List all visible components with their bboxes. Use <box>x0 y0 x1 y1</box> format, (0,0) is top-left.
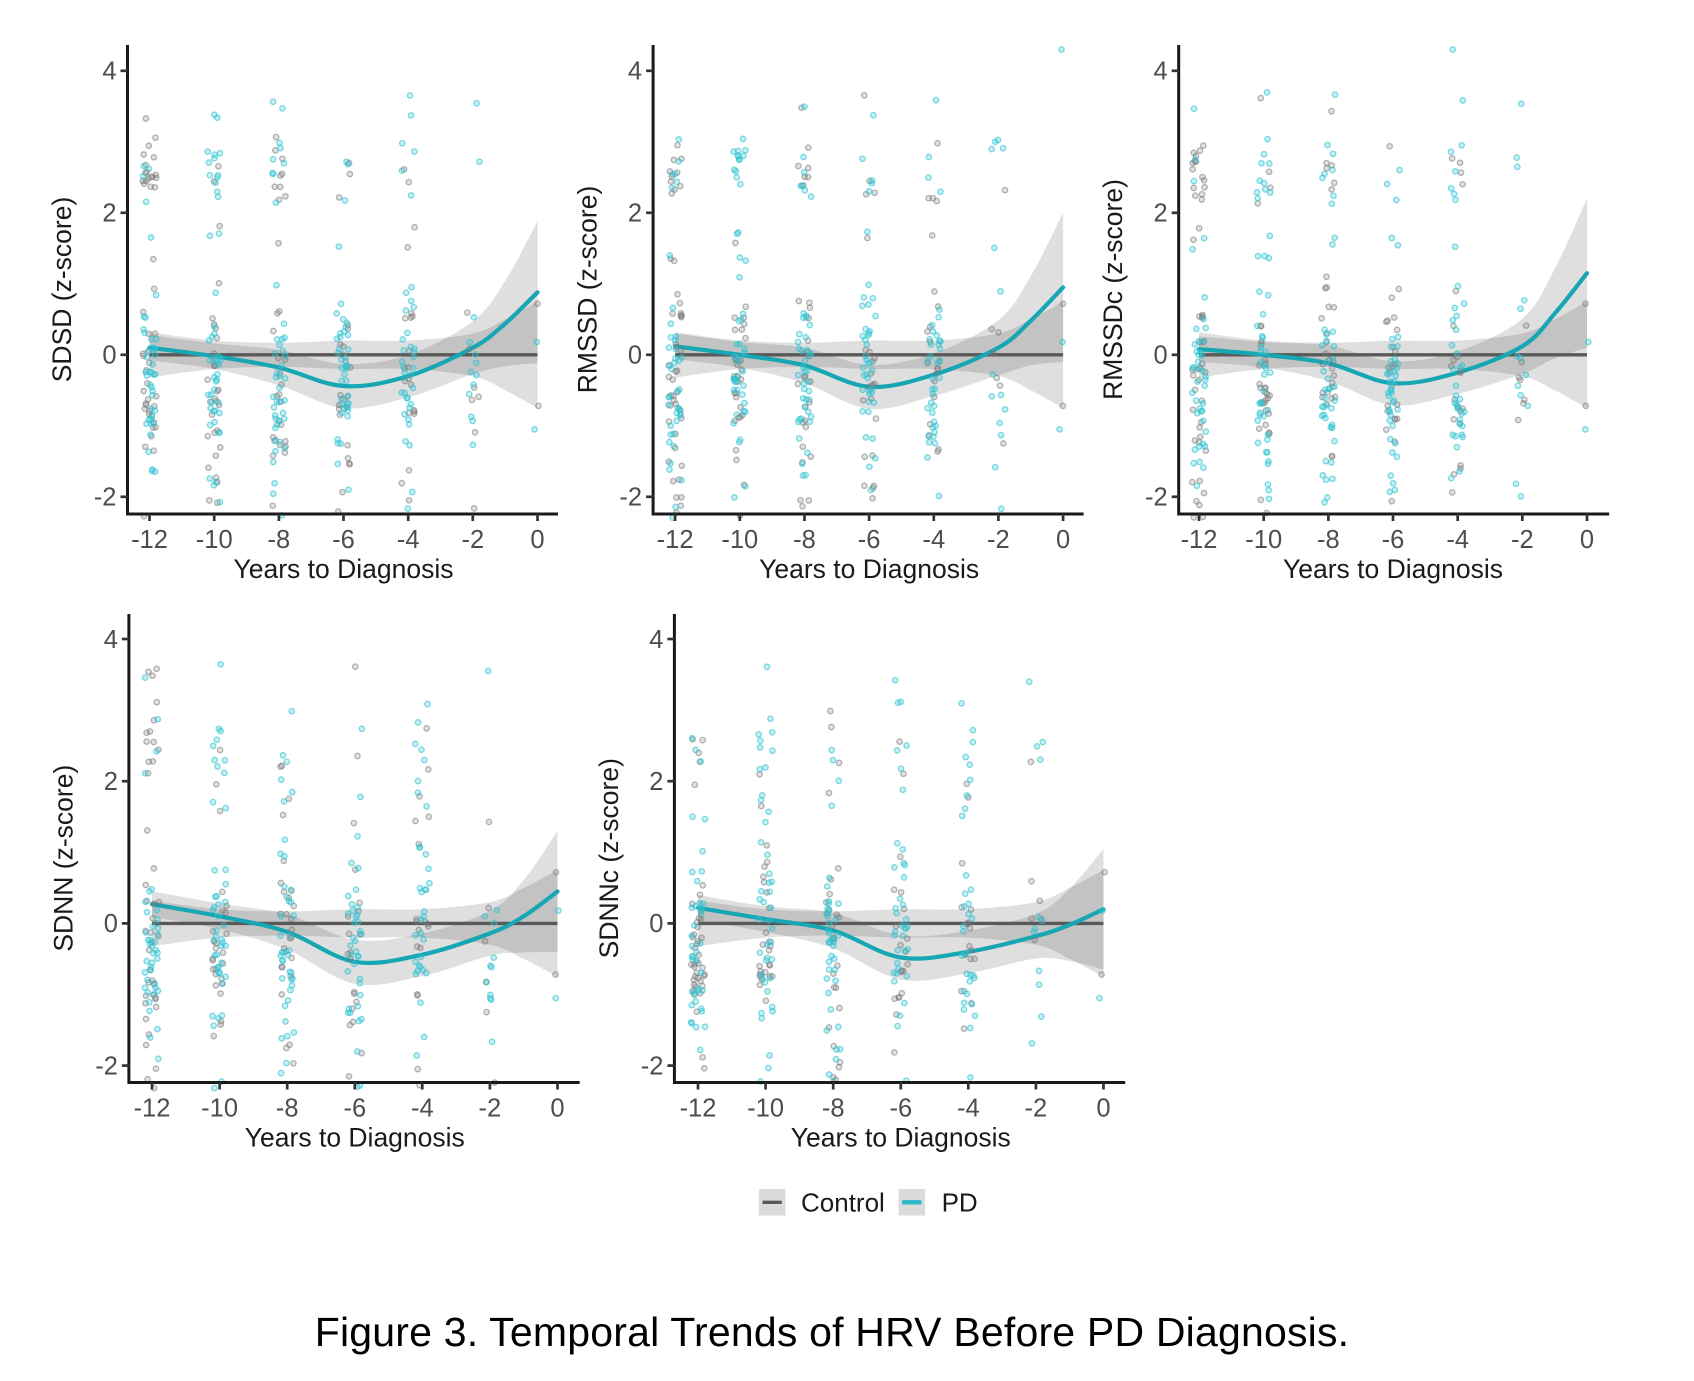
svg-text:0: 0 <box>628 342 642 370</box>
svg-text:-8: -8 <box>1317 526 1340 554</box>
svg-text:-12: -12 <box>1181 526 1218 554</box>
svg-text:-10: -10 <box>721 526 758 554</box>
svg-text:RMSSD (z-score): RMSSD (z-score) <box>573 186 603 394</box>
svg-text:-6: -6 <box>889 1095 912 1123</box>
svg-text:-6: -6 <box>858 526 881 554</box>
svg-text:-2: -2 <box>461 526 484 554</box>
svg-text:-10: -10 <box>1245 526 1282 554</box>
svg-text:-8: -8 <box>793 526 816 554</box>
svg-text:2: 2 <box>104 768 118 796</box>
svg-text:-2: -2 <box>987 526 1010 554</box>
svg-text:Years to Diagnosis: Years to Diagnosis <box>234 554 454 584</box>
svg-text:PD: PD <box>942 1188 978 1218</box>
svg-text:-4: -4 <box>922 526 945 554</box>
svg-text:-10: -10 <box>196 526 233 554</box>
svg-text:-4: -4 <box>411 1095 434 1123</box>
svg-text:2: 2 <box>649 768 663 796</box>
svg-text:2: 2 <box>1154 200 1168 228</box>
svg-text:Years to Diagnosis: Years to Diagnosis <box>245 1123 465 1153</box>
svg-text:0: 0 <box>649 910 663 938</box>
svg-text:-8: -8 <box>822 1095 845 1123</box>
svg-text:0: 0 <box>102 342 116 370</box>
svg-text:0: 0 <box>550 1095 564 1123</box>
svg-text:SDNN (z-score): SDNN (z-score) <box>48 765 78 952</box>
svg-text:SDSD (z-score): SDSD (z-score) <box>47 197 77 383</box>
svg-text:-10: -10 <box>201 1095 238 1123</box>
svg-text:4: 4 <box>649 626 663 654</box>
svg-text:4: 4 <box>1154 58 1168 86</box>
svg-text:-6: -6 <box>332 526 355 554</box>
svg-text:Years to Diagnosis: Years to Diagnosis <box>791 1123 1011 1153</box>
svg-text:-4: -4 <box>957 1095 980 1123</box>
svg-text:-2: -2 <box>619 484 642 512</box>
svg-text:-6: -6 <box>1382 526 1405 554</box>
svg-text:0: 0 <box>1154 342 1168 370</box>
svg-text:Years to Diagnosis: Years to Diagnosis <box>759 554 979 584</box>
svg-text:0: 0 <box>104 910 118 938</box>
svg-text:-6: -6 <box>343 1095 366 1123</box>
svg-text:2: 2 <box>102 200 116 228</box>
svg-text:-2: -2 <box>1511 526 1534 554</box>
svg-text:-8: -8 <box>268 526 291 554</box>
svg-text:-12: -12 <box>131 526 168 554</box>
svg-text:4: 4 <box>104 626 118 654</box>
svg-text:0: 0 <box>1056 526 1070 554</box>
svg-text:-4: -4 <box>1446 526 1469 554</box>
svg-text:0: 0 <box>1580 526 1594 554</box>
svg-text:-10: -10 <box>747 1095 784 1123</box>
svg-text:-4: -4 <box>397 526 420 554</box>
svg-text:Control: Control <box>801 1188 885 1218</box>
svg-text:-2: -2 <box>641 1052 664 1080</box>
svg-text:0: 0 <box>1096 1095 1110 1123</box>
svg-text:-12: -12 <box>134 1095 171 1123</box>
svg-text:-2: -2 <box>95 1052 118 1080</box>
svg-text:-2: -2 <box>479 1095 502 1123</box>
svg-text:-12: -12 <box>680 1095 717 1123</box>
svg-text:Years to Diagnosis: Years to Diagnosis <box>1283 554 1503 584</box>
svg-text:-2: -2 <box>1145 484 1168 512</box>
svg-text:SDNNc (z-score): SDNNc (z-score) <box>594 758 624 958</box>
svg-text:RMSSDc (z-score): RMSSDc (z-score) <box>1098 179 1128 400</box>
svg-text:-8: -8 <box>276 1095 299 1123</box>
svg-text:2: 2 <box>628 200 642 228</box>
svg-text:Figure 3. Temporal Trends of H: Figure 3. Temporal Trends of HRV Before … <box>315 1309 1350 1355</box>
svg-text:4: 4 <box>102 58 116 86</box>
svg-text:-2: -2 <box>94 484 117 512</box>
svg-text:4: 4 <box>628 58 642 86</box>
svg-text:-12: -12 <box>657 526 694 554</box>
svg-text:0: 0 <box>530 526 544 554</box>
svg-text:-2: -2 <box>1025 1095 1048 1123</box>
